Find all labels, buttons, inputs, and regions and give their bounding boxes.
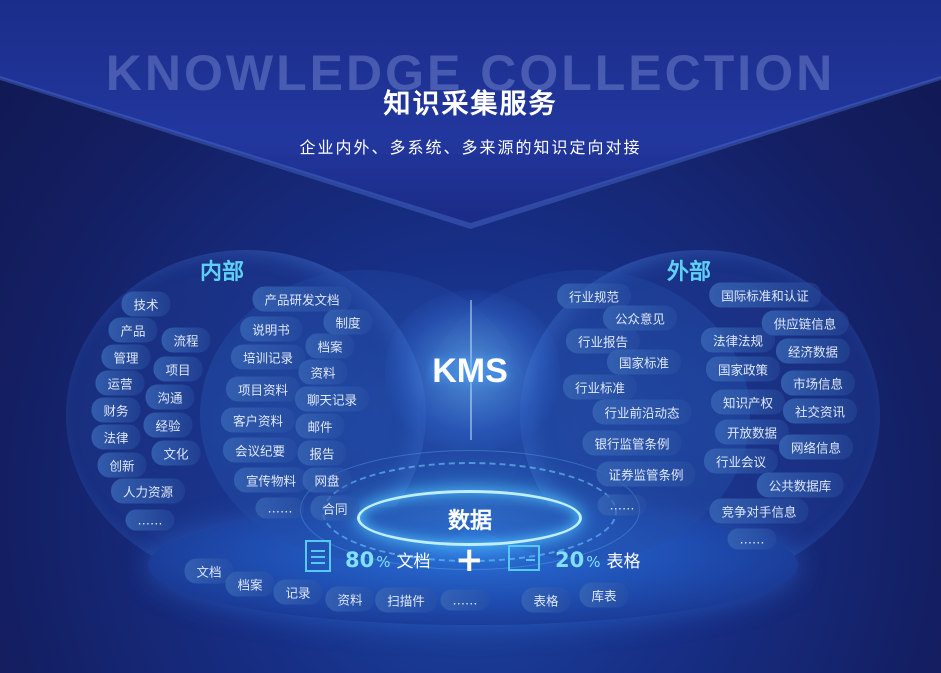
internal-inner-tag: 报告 <box>297 440 347 466</box>
page-subtitle: 企业内外、多系统、多来源的知识定向对接 <box>299 138 642 157</box>
internal-inner-tag: …… <box>255 497 305 519</box>
internal-outer-tag: 法律 <box>91 424 141 450</box>
internal-outer-tag: 流程 <box>161 327 211 353</box>
internal-outer-tag: 创新 <box>97 452 147 478</box>
internal-inner-tag: 网盘 <box>302 467 352 493</box>
bottom-tag: …… <box>440 589 490 611</box>
bottom-tag: 档案 <box>225 571 275 597</box>
internal-outer-tag: 技术 <box>121 291 171 317</box>
external-inner-tag: 证券监管条例 <box>596 461 696 487</box>
brain-icon <box>385 290 560 450</box>
bottom-tag: 资料 <box>325 586 375 612</box>
internal-outer-tag: …… <box>125 509 175 531</box>
doc-pct: % <box>376 553 391 571</box>
external-inner-tag: 行业前沿动态 <box>592 399 692 425</box>
brain-divider <box>470 300 472 440</box>
plus-sign: + <box>455 540 484 580</box>
internal-inner-tag: 合同 <box>310 495 360 521</box>
internal-outer-tag: 经验 <box>143 412 193 438</box>
bottom-tag: 库表 <box>579 582 629 608</box>
external-outer-tag: 社交资讯 <box>782 398 858 424</box>
data-label: 数据 <box>447 509 492 534</box>
external-inner-tag: 行业规范 <box>556 283 632 309</box>
external-outer-tag: 知识产权 <box>710 389 786 415</box>
external-outer-tag: …… <box>727 528 777 550</box>
bottom-tag: 记录 <box>273 579 323 605</box>
external-outer-tag: 国家政策 <box>705 356 781 382</box>
internal-inner-tag: 项目资料 <box>225 376 301 402</box>
doc-stat: 80 % 文档 <box>345 547 431 572</box>
internal-inner-tag: 聊天记录 <box>294 386 370 412</box>
internal-inner-tag: 宣传物料 <box>233 467 309 493</box>
internal-inner-tag: 客户资料 <box>220 407 296 433</box>
internal-inner-tag: 资料 <box>298 359 348 385</box>
spreadsheet-icon <box>508 545 540 571</box>
internal-inner-tag: 制度 <box>323 309 373 335</box>
page-title: 知识采集服务 <box>383 89 558 120</box>
internal-outer-tag: 文化 <box>151 440 201 466</box>
internal-outer-tag: 项目 <box>153 356 203 382</box>
internal-inner-tag: 产品研发文档 <box>252 286 352 312</box>
kms-label: KMS <box>432 352 508 390</box>
external-outer-tag: 国际标准和认证 <box>709 282 821 308</box>
external-outer-tag: 开放数据 <box>714 419 790 445</box>
internal-inner-tag: 档案 <box>305 333 355 359</box>
external-heading: 外部 <box>667 260 712 285</box>
external-outer-tag: 经济数据 <box>775 338 851 364</box>
external-outer-tag: 竞争对手信息 <box>709 498 809 524</box>
internal-outer-tag: 人力资源 <box>110 478 186 504</box>
external-inner-tag: 行业报告 <box>565 328 641 354</box>
internal-outer-tag: 运营 <box>95 370 145 396</box>
internal-outer-tag: 财务 <box>91 397 141 423</box>
internal-inner-tag: 会议纪要 <box>222 437 298 463</box>
external-outer-tag: 供应链信息 <box>761 310 849 336</box>
external-outer-tag: 市场信息 <box>780 370 856 396</box>
external-inner-tag: …… <box>597 494 647 516</box>
external-inner-tag: 国家标准 <box>606 349 682 375</box>
doc-label: 文档 <box>396 552 431 572</box>
external-inner-tag: 银行监管条例 <box>582 430 682 456</box>
external-outer-tag: 行业会议 <box>703 448 779 474</box>
table-value: 20 <box>555 548 585 572</box>
table-pct: % <box>586 553 601 571</box>
external-outer-tag: 公共数据库 <box>756 472 844 498</box>
internal-outer-tag: 管理 <box>101 344 151 370</box>
external-outer-tag: 法律法规 <box>700 327 776 353</box>
internal-inner-tag: 说明书 <box>240 316 302 342</box>
document-icon <box>305 540 331 572</box>
watermark: KNOWLEDGE COLLECTION <box>105 45 836 101</box>
bottom-tag: 表格 <box>521 587 571 613</box>
bottom-tag: 扫描件 <box>375 587 437 613</box>
internal-inner-tag: 培训记录 <box>230 344 306 370</box>
external-outer-tag: 网络信息 <box>778 434 854 460</box>
internal-inner-tag: 邮件 <box>295 413 345 439</box>
table-stat: 20 % 表格 <box>555 547 641 572</box>
glow-ring-inner <box>357 490 582 546</box>
external-inner-tag: 行业标准 <box>562 374 638 400</box>
table-label: 表格 <box>606 552 641 572</box>
bottom-tag: 文档 <box>184 558 234 584</box>
doc-value: 80 <box>345 548 375 572</box>
internal-heading: 内部 <box>200 260 245 285</box>
external-inner-tag: 公众意见 <box>602 305 678 331</box>
internal-outer-tag: 产品 <box>108 317 158 343</box>
internal-outer-tag: 沟通 <box>145 384 195 410</box>
